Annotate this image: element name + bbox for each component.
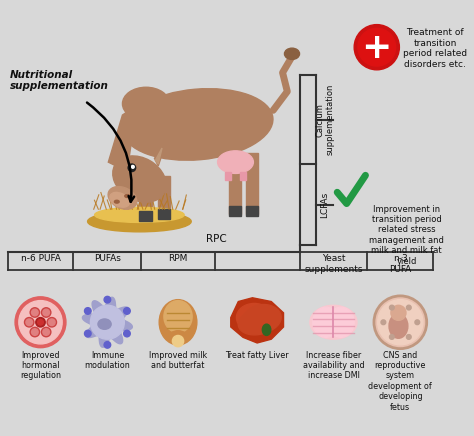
Circle shape <box>415 320 419 325</box>
Ellipse shape <box>110 192 129 207</box>
Text: Increase fiber
availability and
increase DMI: Increase fiber availability and increase… <box>302 351 364 380</box>
Circle shape <box>43 329 49 335</box>
Ellipse shape <box>218 151 254 174</box>
Circle shape <box>32 329 38 335</box>
Ellipse shape <box>114 200 119 203</box>
Circle shape <box>30 308 39 317</box>
Circle shape <box>390 334 394 339</box>
Ellipse shape <box>159 300 197 345</box>
Text: RPC: RPC <box>206 234 227 244</box>
Circle shape <box>15 297 66 347</box>
Circle shape <box>173 335 184 347</box>
Circle shape <box>391 305 406 320</box>
Text: Treatment of
transition
period related
disorders etc.: Treatment of transition period related d… <box>403 28 467 68</box>
Circle shape <box>30 327 39 337</box>
Ellipse shape <box>98 319 111 329</box>
Circle shape <box>104 296 110 303</box>
Polygon shape <box>238 304 281 335</box>
Polygon shape <box>231 298 283 343</box>
Polygon shape <box>82 297 132 347</box>
Circle shape <box>41 308 51 317</box>
Ellipse shape <box>164 300 192 333</box>
Ellipse shape <box>113 156 166 202</box>
Circle shape <box>381 320 386 325</box>
Circle shape <box>91 305 124 339</box>
Text: +: + <box>362 31 392 65</box>
Ellipse shape <box>122 87 170 120</box>
Circle shape <box>124 330 130 337</box>
Text: Immune
modulation: Immune modulation <box>84 351 130 370</box>
Bar <box>246 153 258 214</box>
Text: Treat fatty Liver: Treat fatty Liver <box>225 351 289 360</box>
Circle shape <box>19 300 62 344</box>
Bar <box>139 211 152 221</box>
Text: Improved
hormonal
regulation: Improved hormonal regulation <box>20 351 61 380</box>
Text: Calcium
supplementation: Calcium supplementation <box>315 84 335 155</box>
Circle shape <box>47 317 56 327</box>
Text: PUFAs: PUFAs <box>94 255 121 263</box>
Ellipse shape <box>237 303 272 332</box>
Ellipse shape <box>235 301 274 334</box>
Bar <box>240 171 246 180</box>
Text: Nutritional
supplementation: Nutritional supplementation <box>9 70 108 92</box>
Circle shape <box>131 165 134 168</box>
Circle shape <box>36 317 45 327</box>
Circle shape <box>41 327 51 337</box>
Circle shape <box>378 300 423 345</box>
Ellipse shape <box>88 211 191 232</box>
Text: Improved milk
and butterfat: Improved milk and butterfat <box>149 351 207 370</box>
Text: n-3
PUFA: n-3 PUFA <box>389 255 411 274</box>
Circle shape <box>37 320 43 325</box>
Circle shape <box>25 317 34 327</box>
Circle shape <box>390 305 394 310</box>
Ellipse shape <box>310 305 357 339</box>
Polygon shape <box>314 309 340 335</box>
Ellipse shape <box>169 331 187 344</box>
Ellipse shape <box>123 89 273 160</box>
Ellipse shape <box>313 307 339 337</box>
Bar <box>229 206 241 216</box>
Circle shape <box>32 309 38 316</box>
Polygon shape <box>155 148 162 164</box>
Text: LCFAs: LCFAs <box>320 191 329 218</box>
Bar <box>229 153 241 214</box>
Ellipse shape <box>328 307 354 337</box>
Circle shape <box>128 164 136 171</box>
Circle shape <box>84 330 91 337</box>
Circle shape <box>124 308 130 314</box>
Text: n-6 PUFA: n-6 PUFA <box>20 255 61 263</box>
Circle shape <box>374 296 427 349</box>
Circle shape <box>406 334 411 339</box>
Bar <box>246 206 258 216</box>
Polygon shape <box>327 309 353 335</box>
Text: CNS and
reproductive
system
development of
developing
fetus: CNS and reproductive system development … <box>368 351 432 412</box>
Ellipse shape <box>108 187 137 209</box>
Circle shape <box>104 341 110 348</box>
Circle shape <box>84 308 91 314</box>
Bar <box>225 171 231 180</box>
Circle shape <box>358 28 396 66</box>
Circle shape <box>354 24 400 70</box>
Ellipse shape <box>284 48 300 59</box>
Bar <box>158 176 171 217</box>
Ellipse shape <box>125 194 129 198</box>
Text: Yeast
supplements: Yeast supplements <box>304 255 363 274</box>
Polygon shape <box>155 143 166 166</box>
Polygon shape <box>109 106 137 171</box>
Ellipse shape <box>262 324 271 335</box>
Bar <box>139 176 152 218</box>
Text: RPM: RPM <box>168 255 188 263</box>
Bar <box>158 209 171 218</box>
Ellipse shape <box>389 314 408 338</box>
Circle shape <box>406 305 411 310</box>
Text: Improvement in
transition period
related stress
management and
milk and milk fat: Improvement in transition period related… <box>369 204 444 266</box>
Circle shape <box>26 319 33 326</box>
Circle shape <box>48 319 55 326</box>
Circle shape <box>43 309 49 316</box>
Ellipse shape <box>95 208 184 222</box>
